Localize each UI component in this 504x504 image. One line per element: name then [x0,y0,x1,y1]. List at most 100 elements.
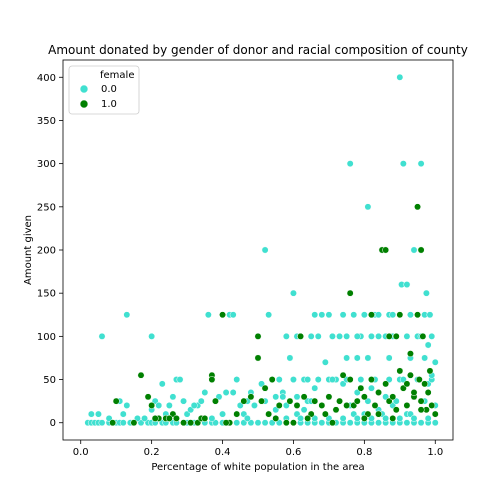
scatter-point-series-0 [343,354,351,362]
scatter-point-series-0 [95,410,102,418]
scatter-point-series-0 [375,419,382,427]
scatter-point-series-1 [407,371,414,379]
scatter-point-series-1 [407,350,414,358]
plot-area [63,60,453,440]
scatter-point-series-0 [424,414,432,422]
scatter-point-series-1 [410,389,418,396]
scatter-point-series-0 [350,311,358,319]
y-tick-label: 150 [37,289,56,300]
scatter-point-series-1 [421,380,429,388]
y-tick-label: 50 [43,375,56,386]
x-tick-label: 0.8 [356,447,372,458]
scatter-point-series-0 [243,414,251,422]
scatter-point-series-1 [151,414,159,422]
scatter-point-series-0 [321,358,329,366]
scatter-point-series-1 [424,389,432,396]
legend-title: female [100,70,134,81]
scatter-point-series-1 [419,332,427,340]
scatter-point-series-0 [204,311,212,319]
scatter-point-series-1 [254,354,262,362]
scatter-point-series-0 [272,393,280,401]
scatter-point-series-0 [300,406,308,414]
scatter-point-series-0 [399,160,407,168]
scatter-point-series-0 [98,419,106,427]
scatter-point-series-0 [251,402,258,409]
scatter-point-series-1 [332,406,340,414]
scatter-point-series-0 [325,311,333,319]
scatter-point-series-1 [233,410,241,418]
scatter-point-series-1 [165,414,173,422]
scatter-point-series-1 [300,393,308,401]
scatter-point-series-1 [180,419,188,427]
scatter-point-series-1 [173,414,180,422]
scatter-point-series-0 [410,246,418,254]
legend-label-1: 1.0 [101,99,117,110]
scatter-point-series-0 [360,311,368,319]
scatter-point-series-0 [329,332,336,340]
scatter-point-series-0 [431,419,439,427]
scatter-point-series-0 [98,332,106,340]
scatter-point-series-0 [293,393,301,401]
scatter-point-series-0 [307,332,315,340]
scatter-point-series-1 [187,419,195,427]
scatter-point-series-1 [382,246,390,254]
scatter-point-series-0 [385,354,393,362]
scatter-point-series-1 [272,414,280,422]
scatter-point-series-1 [275,402,283,409]
scatter-point-series-1 [148,402,156,409]
scatter-point-series-0 [261,419,269,427]
scatter-point-series-1 [286,397,294,405]
scatter-point-series-0 [353,332,361,340]
scatter-point-series-0 [346,160,354,168]
scatter-point-series-1 [130,419,138,427]
scatter-point-series-1 [392,406,400,414]
scatter-point-series-0 [353,354,361,362]
y-tick-label: 250 [37,202,56,213]
scatter-point-series-1 [343,402,351,409]
scatter-point-series-1 [346,289,354,297]
scatter-point-series-1 [360,414,368,422]
scatter-point-series-1 [428,402,436,409]
scatter-point-series-0 [403,419,411,427]
scatter-point-series-1 [258,397,265,405]
scatter-point-series-1 [318,402,326,409]
scatter-point-series-1 [290,419,297,427]
scatter-point-series-0 [417,419,425,427]
scatter-point-series-1 [414,203,421,211]
scatter-point-series-0 [123,402,131,409]
scatter-point-series-1 [368,376,375,383]
scatter-point-series-0 [396,73,404,81]
scatter-point-series-0 [311,384,319,392]
scatter-point-series-1 [282,419,290,427]
scatter-point-series-0 [346,419,354,427]
scatter-point-series-0 [304,376,312,383]
scatter-point-series-1 [137,371,145,379]
scatter-point-series-1 [109,419,117,427]
scatter-point-series-1 [339,371,347,379]
scatter-point-series-0 [421,354,429,362]
scatter-point-series-0 [375,311,382,319]
scatter-point-series-0 [219,410,227,418]
scatter-point-series-1 [247,393,255,401]
scatter-point-series-0 [282,332,290,340]
scatter-point-series-0 [169,393,177,401]
scatter-point-series-1 [219,311,227,319]
scatter-point-series-0 [368,384,375,392]
scatter-point-series-0 [336,332,343,340]
scatter-point-series-1 [353,397,361,405]
scatter-point-series-0 [422,289,430,297]
legend-marker-1 [79,99,89,109]
y-axis: 0 50 100 150 200 250 300 350 400 [37,73,63,429]
scatter-point-series-1 [325,393,333,401]
scatter-point-series-1 [321,410,329,418]
scatter-point-series-0 [290,376,297,383]
scatter-point-series-1 [336,397,343,405]
scatter-point-series-0 [403,332,411,340]
scatter-point-series-0 [339,311,347,319]
scatter-point-series-1 [396,367,404,375]
scatter-point-series-0 [119,419,127,427]
scatter-point-series-0 [233,419,241,427]
scatter-point-series-1 [265,410,273,418]
scatter-point-series-0 [364,354,372,362]
scatter-point-series-0 [426,311,434,319]
